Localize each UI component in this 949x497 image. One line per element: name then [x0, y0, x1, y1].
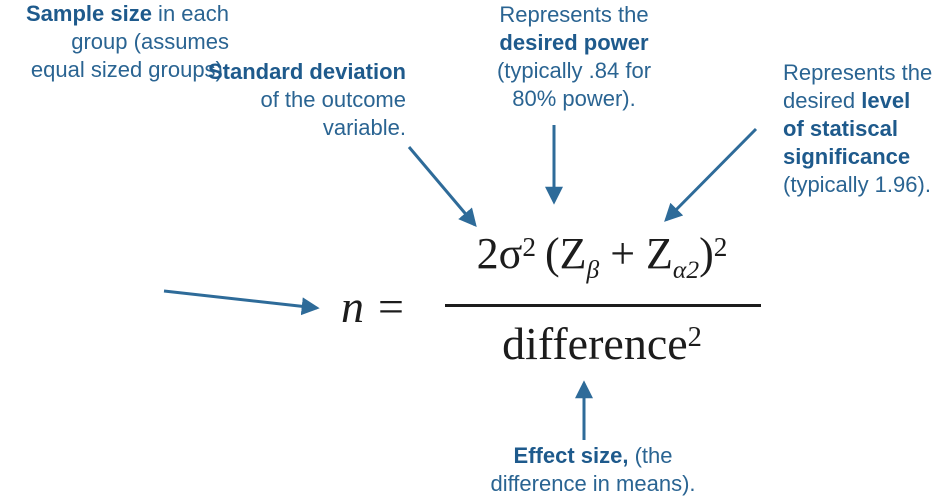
std-dev-bold: Standard deviation — [207, 59, 406, 84]
annotation-significance: Represents the desired level of statisca… — [783, 59, 949, 199]
sigma-exponent: 2 — [522, 231, 536, 262]
annotation-line: Sample size in each — [0, 0, 229, 28]
annotation-line: (typically 1.96). — [783, 172, 931, 197]
fraction-bar — [445, 304, 761, 307]
desired-power-bold: desired power — [499, 30, 649, 55]
numerator-coefficient-sigma: 2σ — [476, 229, 523, 278]
significance-regular: desired — [783, 88, 862, 113]
annotation-line: group (assumes — [71, 29, 229, 54]
beta-subscript: β — [586, 255, 600, 285]
open-paren-z: (Z — [544, 229, 587, 278]
close-paren: ) — [699, 229, 714, 278]
alpha-subscript: α2 — [672, 255, 700, 285]
significance-bold: of statiscal — [783, 116, 898, 141]
arrow-significance — [664, 127, 758, 222]
annotation-line: difference in means). — [490, 471, 696, 496]
annotation-desired-power: Represents the desired power (typically … — [462, 1, 686, 113]
effect-size-bold: Effect size, — [513, 443, 629, 468]
formula-denominator: difference2 — [443, 318, 761, 377]
annotation-line: desired level — [783, 87, 949, 115]
annotation-line: Represents the — [499, 2, 649, 27]
annotation-line: 80% power). — [512, 86, 636, 111]
plus-z: + Z — [599, 229, 673, 278]
annotation-line: equal sized groups). — [30, 57, 229, 82]
formula-numerator: 2σ2 (Zβ + Zα2)2 — [443, 226, 761, 288]
annotation-sample-size: Sample size in each group (assumes equal… — [0, 0, 229, 84]
significance-bold: significance — [783, 144, 911, 169]
annotation-line: Represents the — [783, 60, 933, 85]
sample-size-rest: in each — [151, 1, 229, 26]
sample-size-bold: Sample size — [25, 1, 152, 26]
annotation-std-dev: Standard deviation of the outcome variab… — [156, 58, 406, 142]
annotation-effect-size: Effect size, (the difference in means). — [463, 442, 723, 497]
arrow-sample-size — [163, 289, 320, 316]
annotation-line: Effect size, (the — [463, 442, 723, 470]
annotation-line: variable. — [322, 115, 406, 140]
denominator-base: difference — [502, 318, 688, 369]
arrow-std-dev — [407, 146, 477, 228]
effect-size-rest: (the — [628, 443, 673, 468]
annotation-line: (typically .84 for — [496, 58, 652, 83]
denominator-exponent: 2 — [687, 322, 702, 354]
formula-variable-n: n — [341, 281, 364, 332]
equals-sign: = — [378, 281, 404, 332]
significance-bold: level — [861, 88, 911, 113]
formula-lhs: n = — [341, 284, 404, 330]
annotation-line: of the outcome — [260, 87, 406, 112]
numerator-exponent: 2 — [713, 231, 728, 262]
